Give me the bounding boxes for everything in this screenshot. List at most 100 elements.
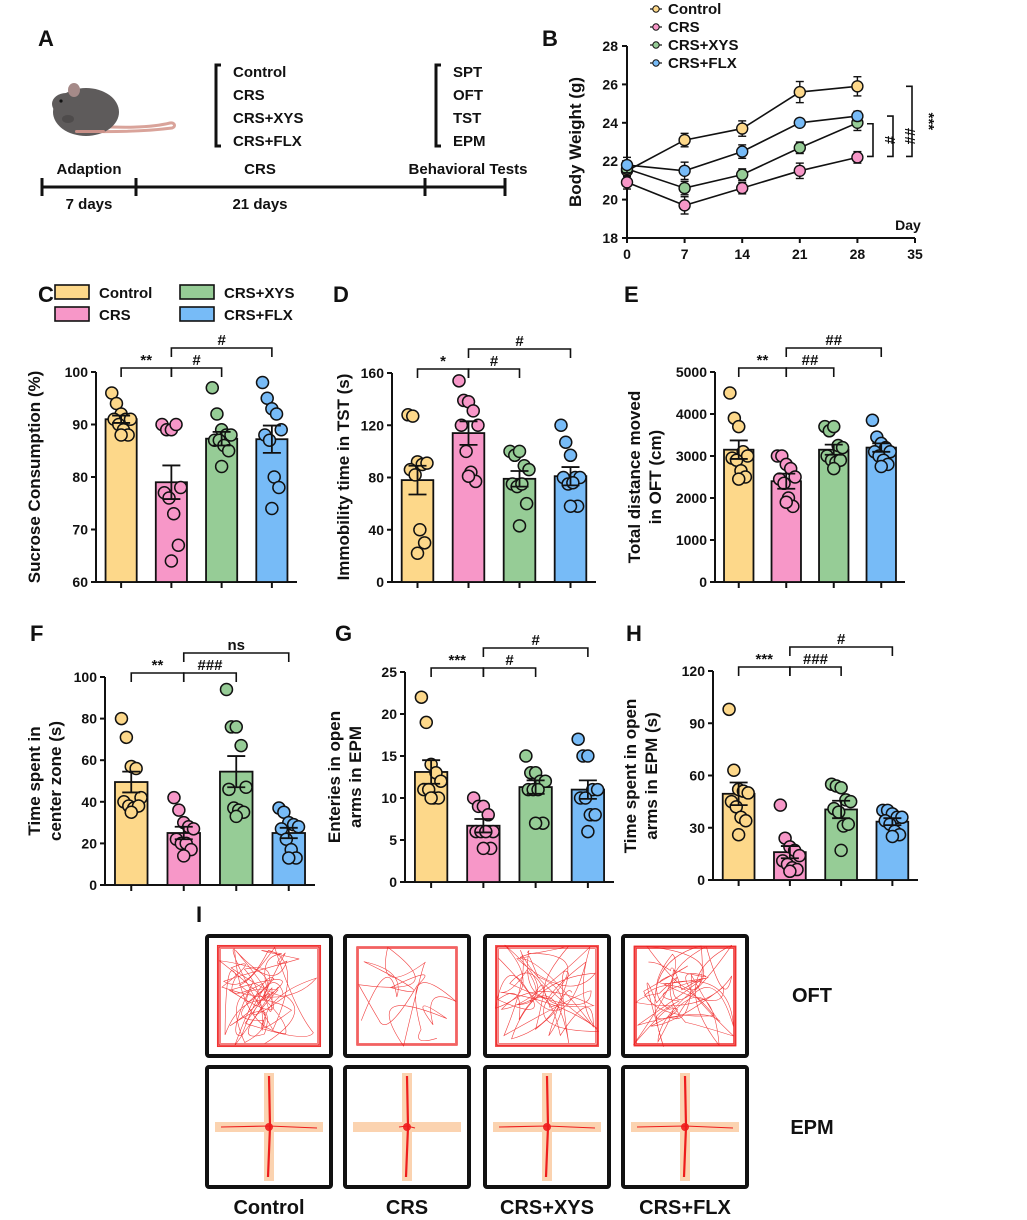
- data-point: [827, 419, 841, 434]
- y-tick-label: 60: [81, 752, 97, 768]
- y-tick-label: 26: [602, 76, 618, 92]
- significance-label: #: [490, 353, 499, 370]
- significance-label: #: [837, 631, 846, 648]
- oft-track: [495, 945, 599, 1047]
- significance-bracket: [467, 348, 572, 358]
- significance-label: ***: [920, 113, 937, 131]
- y-tick-label: 10: [381, 790, 397, 806]
- data-point: [736, 122, 749, 135]
- data-point: [459, 444, 473, 459]
- significance-label: ##: [825, 332, 842, 349]
- y-axis-label: Enteries in open arms in EPM: [325, 711, 365, 843]
- data-point: [172, 803, 186, 817]
- data-point: [865, 413, 880, 428]
- y-tick-label: 0: [699, 574, 707, 590]
- significance-label: ##: [802, 352, 819, 369]
- x-tick-label: 0: [623, 246, 631, 262]
- data-point: [723, 386, 737, 400]
- data-point: [736, 168, 749, 181]
- phase-duration: 21 days: [232, 196, 287, 213]
- phase-label: Adaption: [57, 161, 122, 178]
- data-point: [262, 433, 277, 447]
- significance-label: ##: [901, 128, 918, 145]
- data-point: [571, 732, 585, 746]
- significance-bracket: [482, 647, 589, 657]
- y-tick-label: 4000: [676, 406, 707, 422]
- significance-bracket: [789, 646, 894, 656]
- panel-letter-e: E: [624, 282, 639, 307]
- oft-track: [498, 948, 596, 1044]
- data-point: [169, 417, 183, 432]
- oft-track: [634, 946, 736, 1046]
- data-point: [722, 702, 736, 717]
- y-axis-label: Immobility time in TST (s): [334, 374, 353, 581]
- panel-c-sucrose-chart: C 60 70 80 90 100 Sucrose Consumption (%) ** # # C…: [25, 282, 297, 590]
- significance-bracket: [130, 672, 185, 682]
- x-tick-label: 28: [850, 246, 866, 262]
- panel-letter-d: D: [333, 282, 349, 307]
- y-axis-label-line: in OFT (cm): [646, 430, 665, 524]
- group-list-item: CRS+XYS: [233, 110, 303, 127]
- legend-label: Control: [668, 1, 721, 18]
- y-axis-label-line: Time spent in open: [621, 699, 640, 854]
- x-tick-label: 7: [681, 246, 689, 262]
- significance-bracket: [737, 666, 791, 676]
- significance-label: *: [440, 353, 446, 370]
- data-point: [224, 428, 238, 442]
- data-point: [851, 80, 864, 93]
- data-point: [736, 181, 749, 195]
- y-axis-label: Total distance moved in OFT (cm): [625, 391, 665, 564]
- mouse-feet: [75, 130, 105, 133]
- timeline-axis: Adaption CRS Behavioral Tests 7 days 21 days: [40, 161, 527, 213]
- data-point: [620, 158, 634, 172]
- data-point: [515, 477, 529, 491]
- y-axis-label: Body Weight (g): [566, 77, 585, 207]
- column-label: CRS+XYS: [500, 1197, 594, 1219]
- significance-bracket: [182, 672, 238, 682]
- significance-bracket: [482, 667, 537, 677]
- data-point: [783, 864, 797, 879]
- significance-bracket: [120, 367, 173, 377]
- legend-marker: [652, 23, 660, 31]
- oft-track: [220, 948, 318, 1044]
- y-tick-label: 24: [602, 115, 618, 131]
- data-point: [793, 141, 806, 154]
- data-point: [777, 476, 791, 491]
- significance-bracket: [737, 367, 788, 377]
- test-list: SPT OFT TST EPM: [434, 63, 486, 150]
- data-point: [114, 428, 128, 442]
- y-axis-label: Sucrose Consumption (%): [25, 371, 44, 584]
- y-tick-label: 2000: [676, 490, 707, 506]
- data-point: [481, 808, 495, 822]
- data-point: [779, 495, 793, 509]
- legend-label: Control: [99, 285, 152, 302]
- significance-bracket: [867, 122, 874, 158]
- y-tick-label: 3000: [676, 448, 707, 464]
- data-point: [114, 711, 129, 726]
- y-tick-label: 80: [368, 470, 384, 486]
- data-point: [793, 85, 806, 99]
- data-point: [171, 538, 186, 552]
- data-point: [124, 805, 138, 819]
- data-point: [461, 469, 476, 483]
- data-point: [177, 849, 191, 863]
- data-point: [205, 381, 220, 395]
- test-list-item: OFT: [453, 87, 483, 104]
- data-point: [173, 480, 188, 495]
- panel-g-epm-entries-chart: G 0 5 10 15 20 25 Enteries in open arms in EPM **…: [325, 621, 614, 890]
- data-point: [452, 374, 466, 388]
- data-point: [214, 459, 229, 474]
- data-point: [792, 848, 807, 863]
- data-point: [727, 763, 741, 778]
- significance-label: **: [757, 352, 769, 369]
- oft-track: [217, 945, 321, 1047]
- row-label: EPM: [790, 1117, 833, 1139]
- oft-track: [218, 946, 318, 1046]
- data-point: [732, 472, 746, 486]
- significance-label: #: [881, 136, 898, 145]
- y-tick-label: 0: [389, 874, 397, 890]
- data-point: [741, 786, 755, 800]
- data-point: [413, 523, 427, 537]
- y-axis-label-line: Enteries in open: [325, 711, 344, 843]
- column-label: CRS+FLX: [639, 1197, 731, 1219]
